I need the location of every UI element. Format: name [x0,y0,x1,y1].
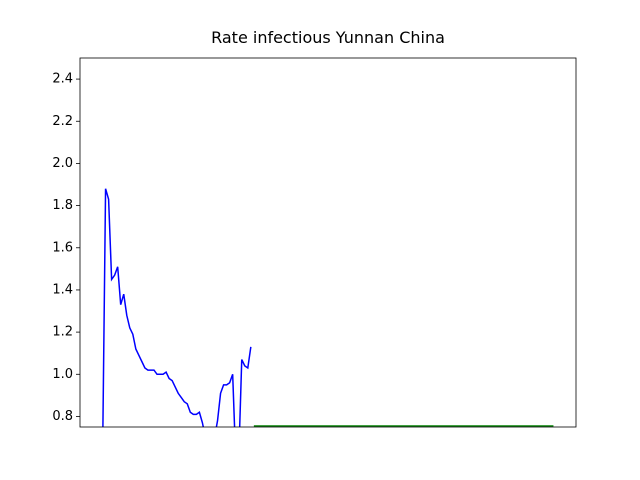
y-tick-label: 2.0 [52,156,73,171]
y-tick-label: 1.8 [52,198,73,213]
series-line [102,188,252,427]
plot-area [102,188,554,427]
y-tick-label: 1.2 [52,325,73,340]
y-tick-label: 2.2 [52,114,73,129]
y-tick-label: 1.4 [52,282,73,297]
y-tick-label: 2.4 [52,72,73,87]
y-tick-label: 1.0 [52,367,73,382]
y-tick-label: 0.8 [52,409,73,424]
plot-frame [79,57,577,428]
y-tick-label: 1.6 [52,240,73,255]
chart-title: Rate infectious Yunnan China [211,28,445,47]
